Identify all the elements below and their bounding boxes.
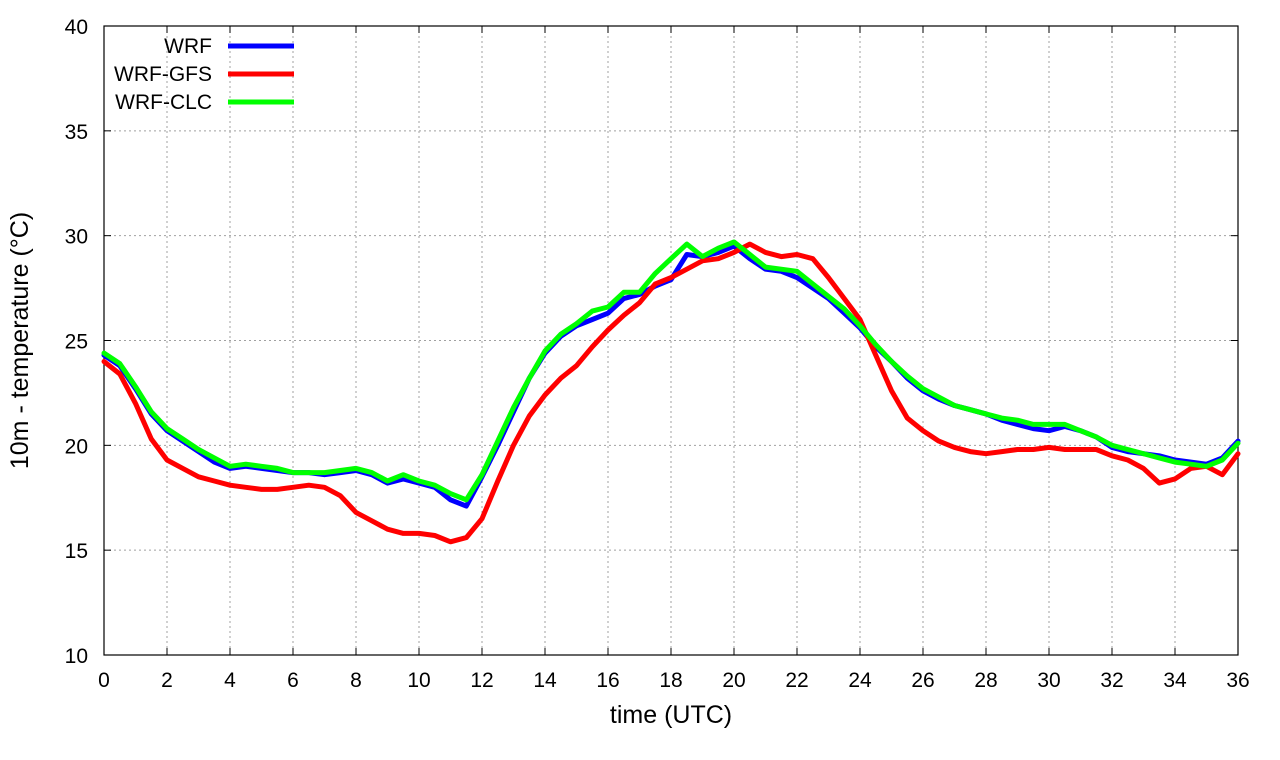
x-tick-label: 32	[1100, 669, 1123, 692]
y-tick-label: 30	[65, 226, 88, 249]
x-axis-title: time (UTC)	[610, 701, 732, 729]
x-tick-label: 6	[287, 669, 299, 692]
x-tick-label: 4	[224, 669, 236, 692]
x-tick-label: 2	[161, 669, 173, 692]
series-lines	[101, 239, 1241, 545]
y-tick-label: 10	[65, 645, 88, 668]
x-tick-label: 8	[350, 669, 362, 692]
legend-label: WRF-CLC	[115, 91, 212, 114]
x-tick-label: 16	[596, 669, 619, 692]
x-tick-label: 10	[407, 669, 430, 692]
y-tick-label: 25	[65, 331, 88, 354]
y-tick-label: 20	[65, 435, 88, 458]
x-tick-label: 34	[1163, 669, 1187, 692]
x-tick-label: 26	[911, 669, 934, 692]
legend-label: WRF-GFS	[114, 63, 212, 86]
x-tick-label: 14	[533, 669, 557, 692]
x-tick-label: 22	[785, 669, 808, 692]
x-tick-label: 36	[1226, 669, 1249, 692]
x-tick-label: 18	[659, 669, 682, 692]
legend: WRF WRF-GFS WRF-CLC	[114, 35, 294, 114]
axis-ticks: 0 2 4 6 8 10 12 14 16 18 20 22 24 26 28 30 32 34 361015202…	[65, 16, 1250, 692]
series-line-wrf-gfs	[101, 241, 1241, 545]
x-tick-label: 20	[722, 669, 745, 692]
series-line-wrf-clc	[101, 239, 1241, 503]
y-tick-label: 35	[65, 121, 88, 144]
legend-label: WRF	[164, 35, 212, 58]
y-axis-title: 10m - temperature (°C)	[6, 212, 34, 469]
x-tick-label: 28	[974, 669, 997, 692]
y-tick-label: 40	[65, 16, 88, 39]
x-tick-label: 12	[470, 669, 493, 692]
grid	[104, 26, 1238, 655]
x-tick-label: 0	[98, 669, 110, 692]
x-tick-label: 24	[848, 669, 872, 692]
y-tick-label: 15	[65, 540, 88, 563]
x-tick-label: 30	[1037, 669, 1060, 692]
